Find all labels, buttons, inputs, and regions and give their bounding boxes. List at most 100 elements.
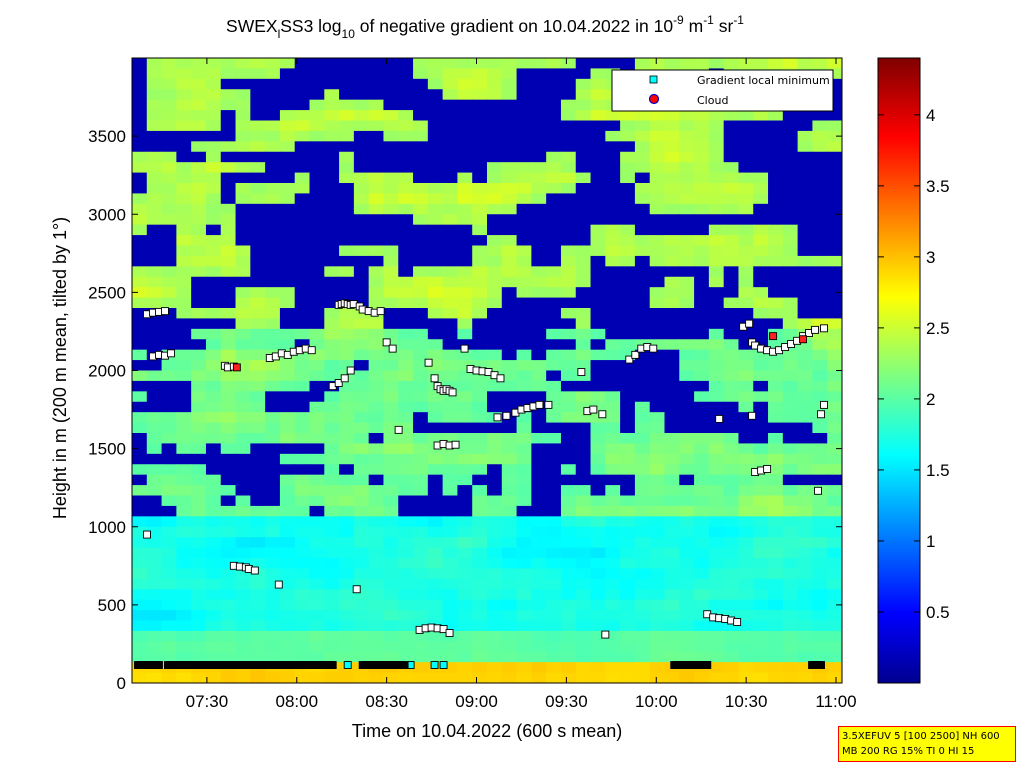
heatmap-cell [501, 589, 518, 601]
heatmap-cell [324, 110, 340, 122]
heatmap-cell [176, 422, 192, 434]
heatmap-cell [723, 547, 740, 559]
heatmap-cell [176, 287, 192, 299]
heatmap-cell [383, 235, 399, 247]
heatmap-cell [413, 641, 429, 653]
heatmap-cell [827, 578, 842, 590]
heatmap-cell [575, 568, 592, 580]
heatmap-cell [516, 453, 532, 465]
heatmap-cell [413, 308, 429, 320]
heatmap-cell [575, 224, 592, 236]
heatmap-cell [220, 224, 237, 236]
heatmap-cell [309, 172, 325, 184]
heatmap-cell [664, 245, 680, 257]
heatmap-cell [560, 203, 577, 215]
heatmap-cell [782, 495, 799, 507]
heatmap-cell [516, 78, 532, 90]
heatmap-cell [235, 495, 251, 507]
heatmap-cell [427, 328, 444, 340]
heatmap-cell [309, 99, 325, 111]
heatmap-cell [220, 391, 237, 403]
heatmap-cell [472, 162, 488, 174]
heatmap-cell [235, 516, 251, 528]
heatmap-cell [679, 130, 695, 142]
heatmap-cell [442, 568, 459, 580]
heatmap-cell [531, 141, 547, 153]
heatmap-cell [191, 360, 207, 372]
heatmap-cell [531, 89, 547, 101]
heatmap-cell [531, 78, 547, 90]
heatmap-cell [339, 453, 355, 465]
heatmap-cell [383, 630, 399, 642]
heatmap-cell [620, 235, 636, 247]
heatmap-cell [487, 495, 503, 507]
heatmap-cell [309, 339, 325, 351]
heatmap-cell [782, 599, 799, 611]
heatmap-cell [753, 401, 769, 413]
heatmap-cell [413, 630, 429, 642]
heatmap-cell [516, 412, 532, 424]
heatmap-cell [427, 433, 444, 445]
heatmap-cell [398, 58, 414, 70]
heatmap-cell [605, 401, 621, 413]
heatmap-cell [353, 495, 370, 507]
heatmap-cell [620, 630, 636, 642]
heatmap-cell [501, 537, 518, 549]
heatmap-cell [575, 391, 592, 403]
heatmap-cell [753, 412, 769, 424]
heatmap-cell [649, 130, 666, 142]
heatmap-cell [797, 589, 814, 601]
heatmap-cell [694, 641, 710, 653]
heatmap-cell [472, 443, 488, 455]
heatmap-cell [339, 224, 355, 236]
heatmap-cell [575, 620, 592, 632]
heatmap-cell [546, 68, 562, 80]
heatmap-cell [205, 349, 222, 361]
heatmap-cell [383, 380, 399, 392]
heatmap-cell [427, 558, 444, 570]
heatmap-cell [649, 58, 666, 70]
heatmap-cell [649, 255, 666, 267]
heatmap-cell [398, 349, 414, 361]
heatmap-cell [620, 391, 636, 403]
chart-title: SWEXlSS3 log10 of negative gradient on 1… [226, 13, 744, 41]
heatmap-cell [294, 89, 311, 101]
heatmap-cell [797, 620, 814, 632]
heatmap-cell [708, 245, 725, 257]
heatmap-cell [279, 360, 296, 372]
heatmap-cell [398, 599, 414, 611]
heatmap-cell [679, 318, 695, 330]
heatmap-cell [472, 339, 488, 351]
heatmap-cell [427, 547, 444, 559]
heatmap-cell [738, 141, 754, 153]
heatmap-cell [501, 433, 518, 445]
heatmap-cell [250, 380, 266, 392]
heatmap-cell [694, 349, 710, 361]
heatmap-cell [235, 339, 251, 351]
heatmap-cell [324, 505, 340, 517]
heatmap-cell [487, 255, 503, 267]
heatmap-cell [205, 183, 222, 195]
heatmap-cell [413, 99, 429, 111]
heatmap-cell [812, 141, 828, 153]
heatmap-cell [265, 516, 281, 528]
heatmap-cell [191, 328, 207, 340]
heatmap-cell [768, 120, 784, 132]
heatmap-cell [235, 505, 251, 517]
info-box: 3.5XEFUV 5 [100 2500] NH 600 MB 200 RG 1… [838, 726, 1016, 762]
heatmap-cell [472, 453, 488, 465]
heatmap-cell [782, 662, 799, 674]
heatmap-cell [132, 474, 148, 486]
heatmap-cell [472, 610, 488, 622]
heatmap-cell [782, 537, 799, 549]
heatmap-cell [383, 651, 399, 663]
heatmap-cell [782, 433, 799, 445]
heatmap-cell [768, 276, 784, 288]
heatmap-cell [324, 526, 340, 538]
heatmap-cell [220, 630, 237, 642]
heatmap-cell [353, 68, 370, 80]
heatmap-cell [368, 203, 385, 215]
heatmap-cell [294, 162, 311, 174]
heatmap-cell [827, 78, 842, 90]
heatmap-cell [368, 516, 385, 528]
